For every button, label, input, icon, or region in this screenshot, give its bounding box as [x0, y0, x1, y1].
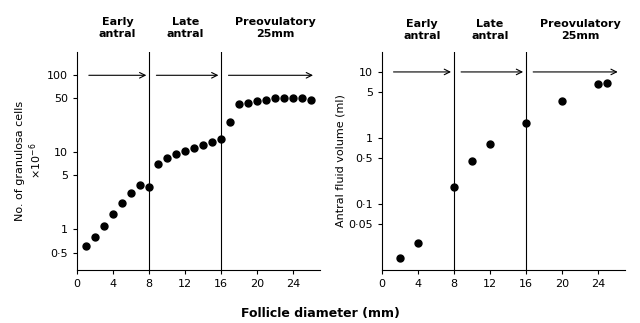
Point [108, 211, 118, 216]
Point [234, 102, 244, 107]
Point [225, 119, 236, 124]
Point [557, 99, 567, 104]
Point [243, 100, 253, 105]
Point [602, 80, 612, 86]
Point [144, 185, 154, 190]
Text: Follicle diameter (mm): Follicle diameter (mm) [241, 307, 399, 320]
Text: Early
antral: Early antral [99, 17, 136, 38]
Point [288, 96, 298, 101]
Point [252, 99, 262, 104]
Point [171, 151, 181, 157]
Point [467, 158, 477, 163]
Point [413, 241, 423, 246]
Text: Late
antral: Late antral [471, 19, 509, 40]
Point [189, 145, 199, 150]
Y-axis label: Antral fluid volume (ml): Antral fluid volume (ml) [335, 94, 346, 227]
Point [180, 148, 190, 153]
Point [117, 200, 127, 205]
Point [395, 255, 405, 261]
Point [449, 184, 459, 190]
Point [153, 162, 163, 167]
Point [521, 120, 531, 125]
Point [99, 224, 109, 229]
Point [270, 96, 280, 101]
Point [135, 182, 145, 187]
Text: Early
antral: Early antral [404, 19, 441, 40]
Point [81, 244, 91, 249]
Text: Late
antral: Late antral [166, 17, 204, 38]
Point [306, 97, 316, 102]
Y-axis label: No. of granulosa cells
$\times$10$^{-6}$: No. of granulosa cells $\times$10$^{-6}$ [15, 101, 44, 221]
Point [279, 95, 289, 100]
Point [297, 96, 307, 101]
Point [593, 82, 603, 87]
Text: Preovulatory
25mm: Preovulatory 25mm [540, 19, 620, 40]
Point [126, 190, 136, 195]
Point [162, 155, 172, 160]
Point [198, 142, 208, 147]
Point [90, 234, 100, 239]
Point [216, 136, 227, 141]
Point [484, 141, 495, 147]
Text: Preovulatory
25mm: Preovulatory 25mm [235, 17, 316, 38]
Point [261, 97, 271, 102]
Point [207, 140, 218, 145]
